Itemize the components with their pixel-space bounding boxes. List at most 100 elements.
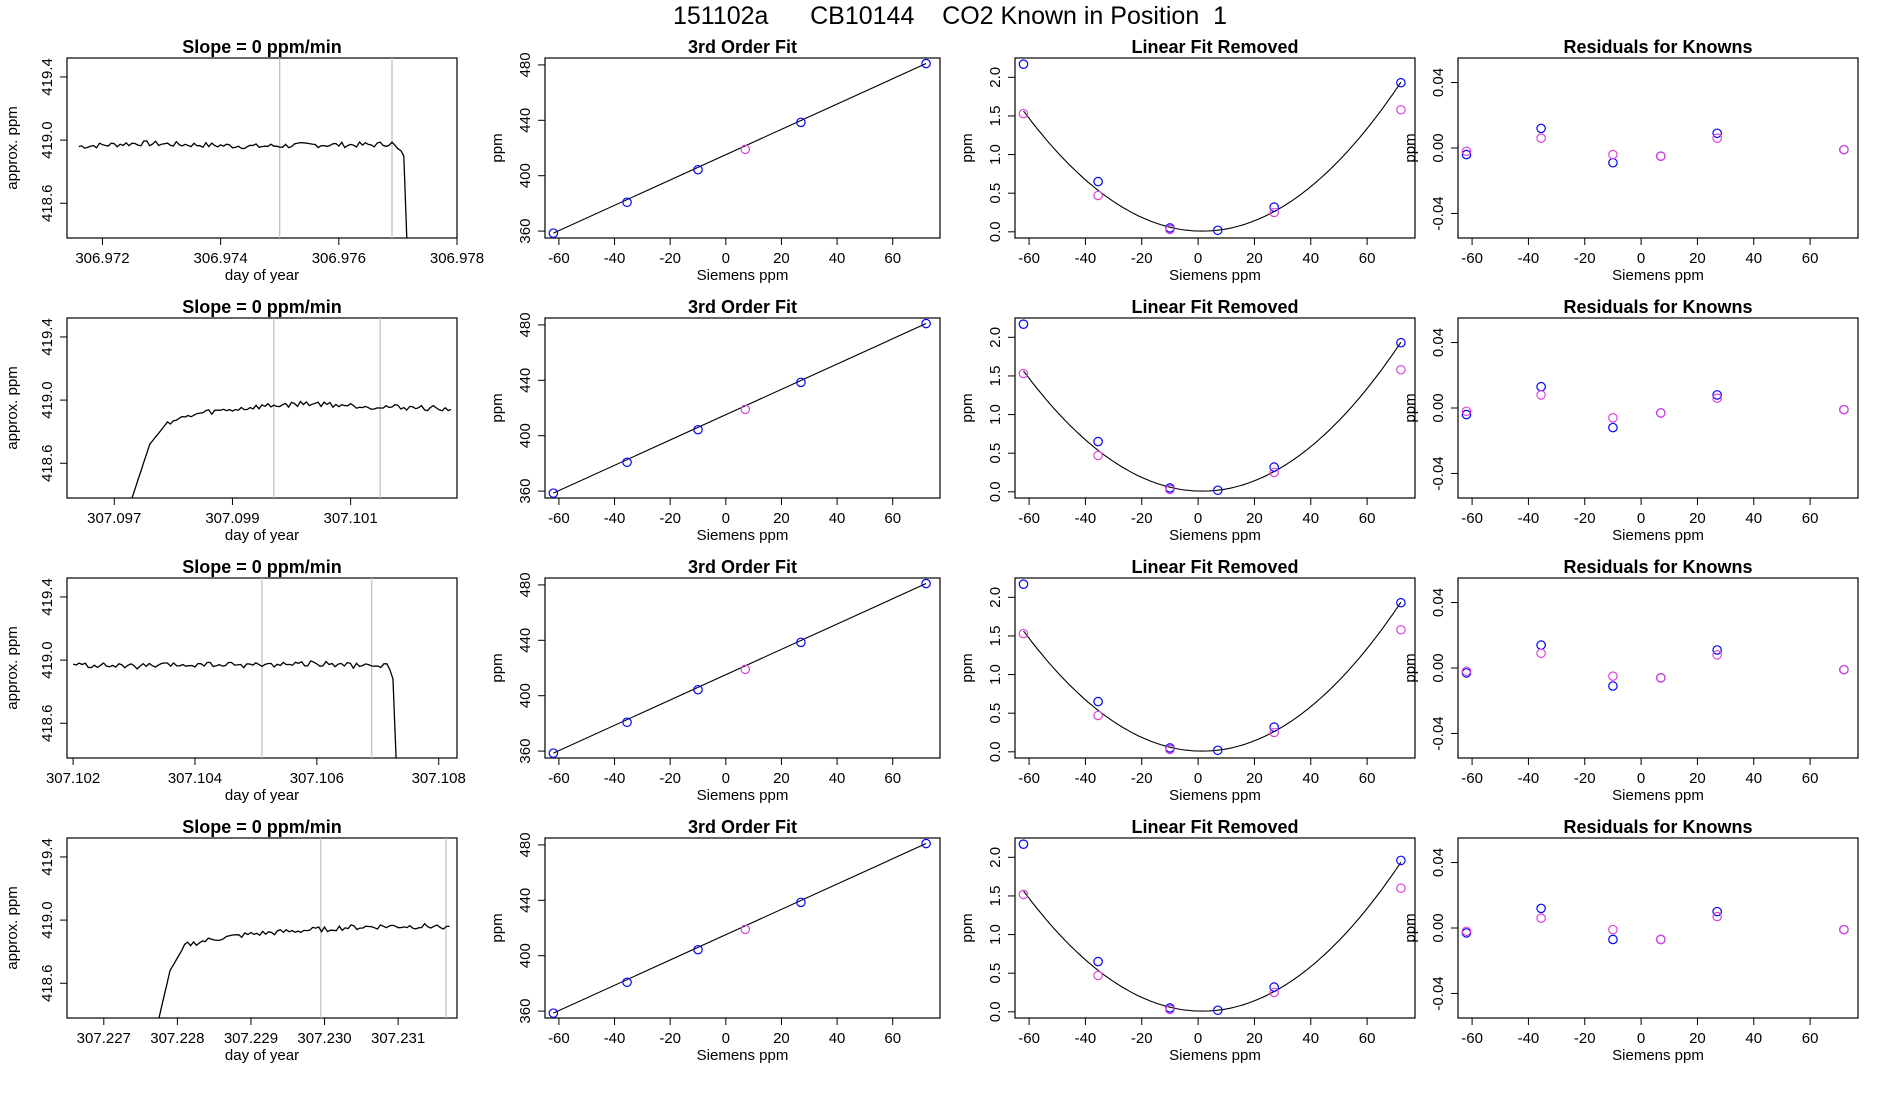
panel-title: Slope = 0 ppm/min <box>182 557 342 577</box>
x-tick-label: 60 <box>1802 1030 1819 1047</box>
x-axis-label: Siemens ppm <box>1169 1047 1261 1064</box>
x-tick-label: 20 <box>1689 250 1706 267</box>
y-tick-label: 419.4 <box>39 318 56 356</box>
data-point <box>1656 934 1666 945</box>
x-tick-label: 20 <box>1246 510 1263 527</box>
y-tick-label: 480 <box>517 832 534 857</box>
x-tick-label: 40 <box>1302 250 1319 267</box>
x-tick-label: 307.097 <box>87 510 141 527</box>
data-point <box>1018 319 1029 329</box>
plot-area <box>553 323 927 494</box>
x-tick-label: 40 <box>1302 510 1319 527</box>
y-tick-label: 1.5 <box>987 366 1004 387</box>
data-point <box>1093 450 1103 461</box>
data-point <box>1712 393 1722 403</box>
panel-r1-c1: Slope = 0 ppm/min 306.972 306.974 306.976 30… <box>4 37 484 284</box>
plot-frame <box>66 57 458 239</box>
y-tick-label: 1.0 <box>987 664 1004 685</box>
x-tick-label: 307.102 <box>46 770 100 787</box>
x-tick-label: 0 <box>1637 510 1645 527</box>
data-point <box>1712 906 1722 917</box>
data-point <box>1269 467 1279 478</box>
plot-area <box>1023 341 1402 492</box>
data-point <box>921 578 931 589</box>
concentration-trace <box>131 400 452 498</box>
figure-title: 151102a CB10144 CO2 Known in Position 1 <box>672 2 1228 30</box>
data-point <box>622 717 632 728</box>
x-tick-label: -20 <box>659 1030 681 1047</box>
panel-title: Linear Fit Removed <box>1131 817 1298 837</box>
x-tick-label: 60 <box>884 770 901 787</box>
data-point <box>548 748 559 758</box>
panel-title: 3rd Order Fit <box>688 557 797 577</box>
plot-frame <box>1014 837 1416 1019</box>
x-tick-label: -60 <box>1461 510 1483 527</box>
panel-title: Linear Fit Removed <box>1131 557 1298 577</box>
x-tick-label: 0 <box>722 770 730 787</box>
x-tick-label: 40 <box>1745 1030 1762 1047</box>
data-point <box>1269 722 1279 732</box>
data-point <box>1396 597 1406 608</box>
y-tick-label: 1.5 <box>987 626 1004 647</box>
data-point <box>1712 650 1722 660</box>
x-tick-label: 60 <box>1359 1030 1376 1047</box>
x-tick-label: -60 <box>1018 250 1040 267</box>
y-tick-label: 2.0 <box>987 327 1004 348</box>
x-tick-label: -60 <box>548 1030 570 1047</box>
panel-title: 3rd Order Fit <box>688 817 797 837</box>
x-tick-label: 307.231 <box>371 1030 425 1047</box>
data-point <box>796 897 806 908</box>
y-tick-label: 2.0 <box>987 587 1004 608</box>
x-tick-label: -60 <box>1461 1030 1483 1047</box>
panel-title: Linear Fit Removed <box>1131 297 1298 317</box>
y-tick-label: 0.00 <box>1430 913 1447 942</box>
data-point <box>1269 727 1279 738</box>
data-point <box>921 838 931 849</box>
y-tick-label: 418.6 <box>39 964 56 1002</box>
data-point <box>622 977 632 988</box>
y-tick-label: 0.00 <box>1430 133 1447 162</box>
y-tick-label: 419.0 <box>39 121 56 159</box>
data-point <box>1018 889 1029 900</box>
plot-area <box>158 838 450 1018</box>
data-point <box>740 924 751 935</box>
y-tick-label: 419.4 <box>39 578 56 616</box>
data-point <box>1093 710 1103 721</box>
plot-area <box>1023 601 1402 752</box>
y-axis-label: ppm <box>959 133 976 162</box>
x-tick-label: -20 <box>1574 250 1596 267</box>
y-tick-label: 0.0 <box>987 221 1004 242</box>
x-tick-label: 40 <box>1745 770 1762 787</box>
x-tick-label: 60 <box>884 510 901 527</box>
plot-frame <box>1457 57 1859 239</box>
y-tick-label: 0.5 <box>987 703 1004 724</box>
panel-r3-c2: 3rd Order Fit -60 -40 -20 0 20 40 60 360 400 440 48… <box>489 557 941 804</box>
data-point <box>1712 911 1722 922</box>
y-tick-label: 1.0 <box>987 144 1004 165</box>
x-axis-label: Siemens ppm <box>697 267 789 284</box>
x-tick-label: 60 <box>1359 510 1376 527</box>
y-tick-label: 419.4 <box>39 838 56 876</box>
data-point <box>921 318 931 329</box>
x-axis-label: day of year <box>225 527 299 544</box>
x-axis-label: Siemens ppm <box>1612 267 1704 284</box>
x-tick-label: 20 <box>773 1030 790 1047</box>
x-tick-label: 60 <box>1359 250 1376 267</box>
data-point <box>796 377 806 388</box>
data-point <box>693 424 703 435</box>
x-tick-label: 306.974 <box>194 250 248 267</box>
data-point <box>1093 970 1103 981</box>
x-tick-label: 60 <box>884 1030 901 1047</box>
x-tick-label: 307.106 <box>290 770 344 787</box>
data-point <box>1656 673 1666 683</box>
x-tick-label: -20 <box>1574 770 1596 787</box>
fit-line <box>553 63 927 234</box>
x-tick-label: 60 <box>884 250 901 267</box>
x-tick-label: -40 <box>1518 510 1540 527</box>
data-point <box>1712 645 1722 655</box>
data-point <box>1396 337 1406 348</box>
data-point <box>1269 982 1279 992</box>
data-point <box>693 164 703 175</box>
data-point <box>796 637 806 648</box>
